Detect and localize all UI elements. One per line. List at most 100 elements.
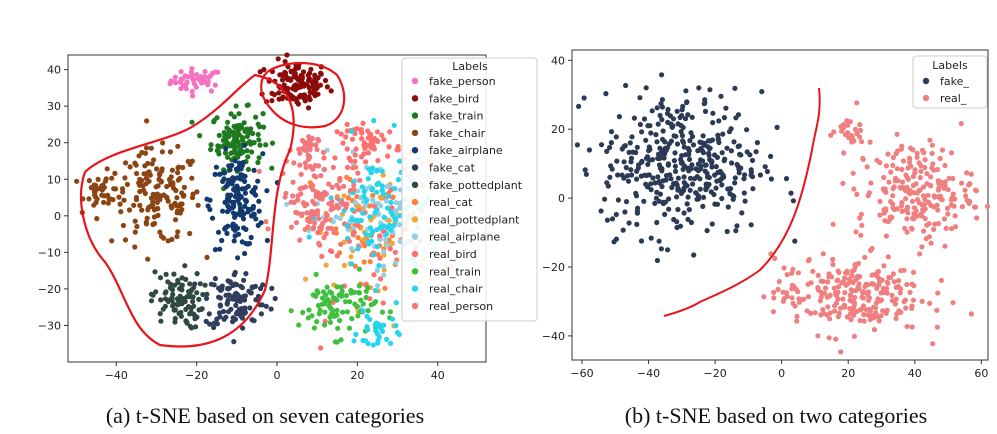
chart-b-point-fake_ [609,166,615,172]
chart-b-y-tick-label: −40 [542,330,565,343]
chart-a-point-real_bird [379,132,385,138]
chart-a-point-fake_chair [194,189,200,195]
chart-b-point-real_ [835,314,842,320]
chart-a-point-fake_chair [175,177,181,183]
chart-b-point-fake_ [744,127,750,133]
chart-a-point-fake_airplane [241,225,247,231]
chart-a-point-real_chair [306,234,312,240]
chart-b-point-real_ [895,178,901,184]
chart-b-point-fake_ [666,196,672,202]
chart-a-point-real_chair [376,263,382,269]
chart-b-point-real_ [910,297,917,303]
chart-a-legend-label-fake_chair: fake_chair [429,127,486,140]
chart-b-point-fake_ [685,194,691,200]
chart-a-legend-label-real_airplane: real_airplane [429,231,500,244]
chart-b-point-fake_ [709,137,716,143]
chart-a-point-fake_airplane [231,203,237,210]
chart-a-point-real_chair [374,227,380,233]
chart-a-point-fake_person [190,93,196,99]
chart-a-point-fake_chair [132,218,138,224]
chart-a-point-fake_chair [154,205,161,211]
chart-a-point-real_train [363,288,369,294]
chart-b-point-real_ [934,307,940,313]
chart-a-point-fake_chair [123,160,129,166]
chart-b-point-fake_ [648,130,654,136]
chart-a-point-fake_pottedplant [191,285,197,291]
chart-a-point-real_chair [374,243,380,250]
chart-b-point-real_ [893,296,899,302]
chart-a-point-fake_airplane [243,198,249,204]
chart-a-point-real_bird [385,153,391,159]
chart-a-point-real_person [302,160,308,166]
chart-a-point-real_cat [382,285,388,291]
chart-b-point-real_ [884,290,890,296]
chart-a-legend-label-real_train: real_train [429,265,481,278]
chart-a-point-real_person [299,212,305,219]
chart-b-point-fake_ [621,159,627,165]
chart-b-point-real_ [851,312,857,318]
chart-b-point-fake_ [719,195,725,202]
chart-b-point-fake_ [748,222,754,228]
chart-b-point-real_ [924,171,930,177]
chart-a-point-real_person [317,242,323,248]
chart-a-point-real_bird [387,129,393,135]
chart-b-point-fake_ [718,93,724,99]
chart-b-point-fake_ [724,228,730,235]
chart-a-point-real_person [312,162,318,169]
chart-a-point-fake_bird [302,97,308,103]
chart-b-point-fake_ [685,216,691,222]
chart-b-point-fake_ [708,189,714,195]
chart-b-point-fake_ [635,165,641,171]
chart-a-point-fake_train [249,149,255,155]
chart-b-point-real_ [866,306,873,312]
chart-a-point-fake_airplane [237,201,243,207]
chart-b-point-real_ [884,286,890,292]
chart-b-point-fake_ [659,72,665,78]
chart-b-point-fake_ [607,144,613,151]
chart-a-point-real_airplane [375,283,381,289]
chart-a-point-fake_chair [133,194,139,201]
chart-a-point-fake_airplane [227,167,233,173]
chart-a-point-real_chair [369,165,376,171]
chart-a-point-fake_chair [134,223,140,230]
chart-a-point-real_train [306,307,312,313]
chart-a-point-fake_cat [216,294,222,300]
chart-a-point-real_train [343,293,349,299]
chart-a-point-real_chair [363,231,369,237]
chart-a-point-real_chair [363,198,369,204]
chart-a-point-fake_bird [279,77,286,83]
chart-a-legend-label-fake_pottedplant: fake_pottedplant [429,179,523,192]
chart-a-point-fake_bird [293,74,299,80]
chart-a-point-real_person [357,177,363,183]
chart-a-point-fake_cat [241,293,247,299]
chart-a-point-real_train [379,309,386,315]
chart-b-point-fake_ [731,193,737,199]
chart-a-outline-small [260,61,346,129]
chart-a-x-ticks: −40 −20 0 20 40 [105,362,445,382]
chart-a-point-real_bird [386,144,392,150]
chart-a-point-fake_person [212,82,218,88]
chart-a-point-fake_chair [173,187,179,194]
chart-a-point-fake_bird [301,92,308,98]
chart-b-point-real_ [818,278,824,284]
chart-a-point-real_train [335,325,341,331]
chart-b-point-real_ [824,312,830,318]
chart-b-point-real_ [851,186,857,192]
chart-a-point-real_person [300,200,306,206]
chart-b-point-real_ [839,280,845,286]
chart-a-point-fake_airplane [223,146,229,152]
chart-a-point-real_chair [381,322,387,328]
chart-a-point-real_bird [352,158,358,164]
chart-b-point-real_ [781,265,787,271]
chart-a-point-fake_airplane [233,166,240,172]
chart-a-point-fake_airplane [226,179,232,185]
chart-b-point-fake_ [654,105,660,111]
chart-a-point-real_person [321,166,328,172]
chart-b-point-real_ [794,313,800,319]
chart-a-point-real_person [298,191,304,197]
chart-a-point-real_train [356,283,362,289]
chart-a-point-real_train [347,299,353,305]
chart-b-point-real_ [973,187,979,193]
chart-a-point-real_chair [376,334,382,340]
chart-a-point-fake_person [189,88,195,95]
